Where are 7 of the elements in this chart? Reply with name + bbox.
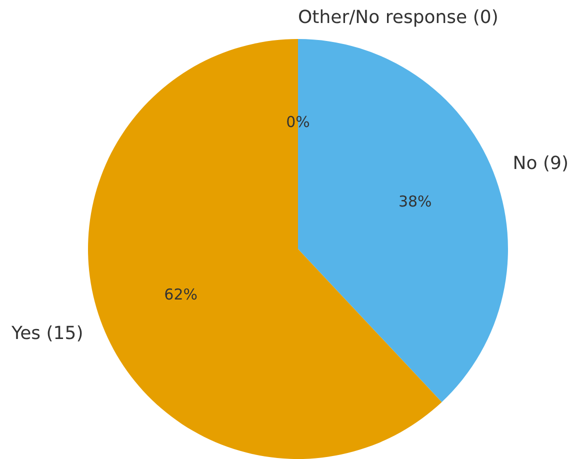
slice-label: Yes (15) [10, 322, 84, 344]
data-label: 62% [164, 285, 198, 304]
data-label: 38% [398, 192, 432, 211]
slice-label: No (9) [512, 152, 568, 174]
category-label: Other/No response (0) [298, 6, 498, 28]
pie-slice [88, 39, 442, 459]
text: 0% [286, 113, 310, 132]
